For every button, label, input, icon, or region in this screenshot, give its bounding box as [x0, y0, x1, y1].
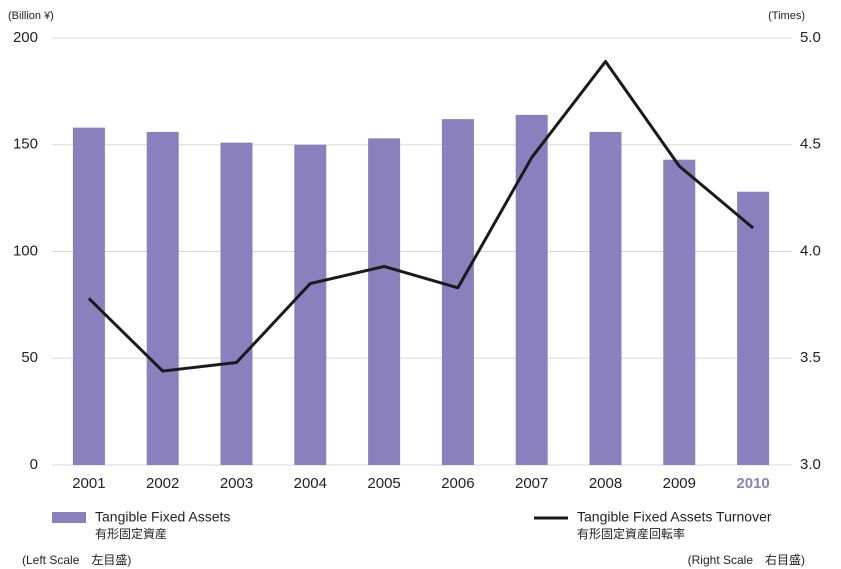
bar: [220, 142, 253, 466]
x-tick-label: 2009: [663, 475, 696, 492]
x-tick-label: 2002: [146, 475, 179, 492]
bar: [589, 131, 622, 465]
bar: [294, 144, 327, 465]
legend-note: (Right Scale 右目盛): [688, 552, 805, 567]
y2-tick-label: 5.0: [800, 29, 821, 46]
legend-label: Tangible Fixed Assets Turnover: [577, 509, 772, 525]
y-tick-label: 150: [13, 136, 38, 153]
legend-label-ja: 有形固定資産: [95, 526, 167, 541]
line: [87, 59, 755, 373]
y2-tick-label: 3.0: [800, 456, 821, 473]
bar: [146, 131, 179, 465]
legend-swatch: [52, 512, 86, 523]
y-tick-label: 100: [13, 242, 38, 259]
bar: [663, 159, 696, 465]
x-tick-label: 2003: [220, 475, 253, 492]
y2-tick-label: 4.0: [800, 242, 821, 259]
legend-label-ja: 有形固定資産回転率: [577, 526, 685, 541]
x-tick-label: 2004: [294, 475, 327, 492]
x-tick-label: 2006: [441, 475, 474, 492]
y2-axis-label: (Times): [768, 10, 805, 22]
bar: [368, 138, 401, 465]
legend-note: (Left Scale 左目盛): [22, 552, 131, 567]
x-tick-label: 2010: [736, 475, 769, 492]
y2-tick-label: 3.5: [800, 349, 821, 366]
bar: [515, 114, 548, 466]
x-tick-label: 2001: [72, 475, 105, 492]
legend-label: Tangible Fixed Assets: [95, 509, 230, 525]
bar: [72, 127, 105, 466]
y-axis-label: (Billion ¥): [8, 10, 54, 22]
y-tick-label: 50: [21, 349, 38, 366]
y-tick-label: 0: [30, 456, 38, 473]
y-tick-label: 200: [13, 29, 38, 46]
y2-tick-label: 4.5: [800, 136, 821, 153]
x-tick-label: 2005: [367, 475, 400, 492]
x-tick-label: 2008: [589, 475, 622, 492]
bar: [441, 119, 474, 465]
bar: [737, 191, 770, 465]
x-tick-label: 2007: [515, 475, 548, 492]
